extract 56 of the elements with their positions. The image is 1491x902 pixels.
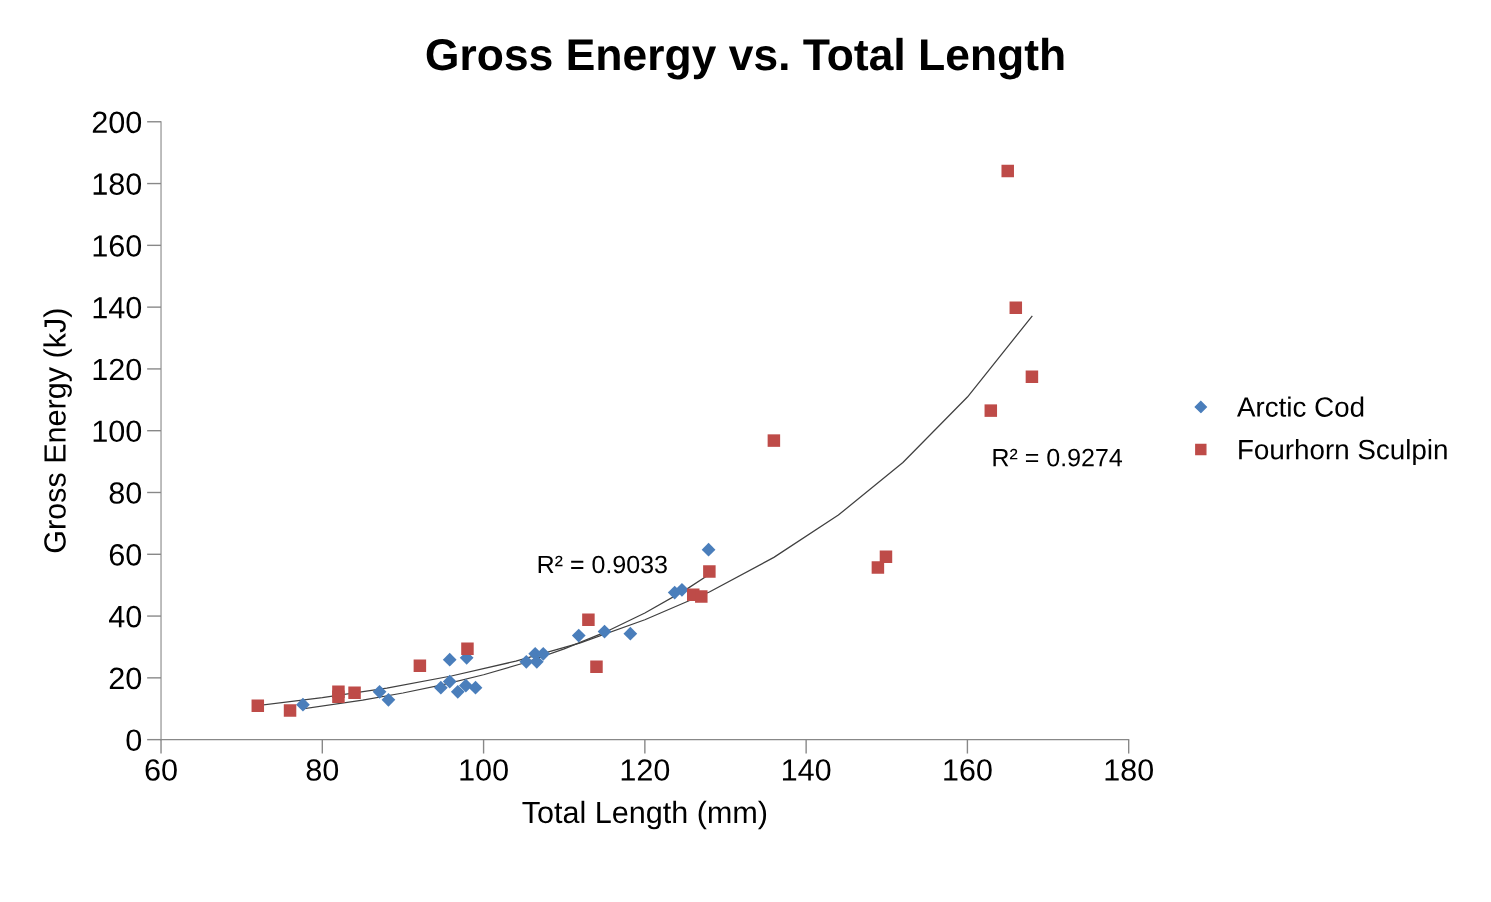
point bbox=[458, 678, 473, 693]
point bbox=[767, 434, 781, 447]
point bbox=[1001, 164, 1014, 178]
y-tick-label: 100 bbox=[93, 420, 142, 443]
point bbox=[348, 686, 361, 699]
point bbox=[675, 582, 689, 597]
point bbox=[283, 704, 297, 717]
chart-title: Gross Energy vs. Total Length bbox=[426, 37, 1064, 80]
point bbox=[296, 697, 310, 712]
x-tick-label: 80 bbox=[306, 759, 339, 781]
annotation: R² = 0.9274 bbox=[993, 448, 1123, 467]
annotation: R² = 0.9033 bbox=[538, 555, 667, 574]
x-tick-label: 180 bbox=[1105, 759, 1153, 781]
y-tick-label: 160 bbox=[93, 235, 142, 257]
point bbox=[442, 674, 457, 689]
y-tick-label: 60 bbox=[109, 544, 142, 566]
point bbox=[468, 680, 483, 695]
y-tick-label: 180 bbox=[93, 173, 142, 195]
point bbox=[450, 684, 465, 699]
point bbox=[984, 404, 998, 417]
y-tick-label: 120 bbox=[93, 358, 142, 381]
point bbox=[703, 565, 716, 578]
point bbox=[433, 680, 448, 695]
x-tick-label: 140 bbox=[782, 759, 831, 781]
point bbox=[695, 590, 708, 603]
point bbox=[623, 626, 638, 641]
point bbox=[519, 654, 534, 669]
point bbox=[251, 699, 265, 712]
x-tick-label: 100 bbox=[460, 759, 508, 781]
legend-label: Arctic Cod bbox=[1236, 396, 1364, 417]
legend-label: Fourhorn Sculpin bbox=[1239, 439, 1447, 465]
point bbox=[571, 628, 586, 643]
y-tick-label: 200 bbox=[92, 111, 142, 134]
point bbox=[879, 550, 893, 563]
point bbox=[461, 642, 474, 656]
point bbox=[582, 613, 595, 627]
point bbox=[332, 690, 345, 703]
point bbox=[442, 652, 457, 667]
y-tick-label: 40 bbox=[109, 605, 142, 628]
y-tick-label: 140 bbox=[93, 296, 142, 319]
y-tick-label: 20 bbox=[109, 667, 142, 690]
point bbox=[1009, 301, 1023, 314]
point bbox=[1025, 370, 1039, 383]
x-tick-label: 160 bbox=[944, 759, 992, 781]
y-axis-title: Gross Energy (kJ) bbox=[43, 309, 72, 553]
point bbox=[413, 659, 427, 673]
point bbox=[381, 692, 396, 707]
y-tick-label: 0 bbox=[126, 729, 142, 752]
y-tick-label: 80 bbox=[109, 482, 142, 504]
point bbox=[372, 684, 387, 699]
x-tick-label: 60 bbox=[145, 759, 177, 781]
point bbox=[590, 660, 603, 673]
point bbox=[701, 542, 716, 557]
point bbox=[871, 561, 885, 574]
x-axis-title: Total Length (mm) bbox=[522, 800, 767, 830]
x-tick-label: 120 bbox=[621, 759, 670, 781]
